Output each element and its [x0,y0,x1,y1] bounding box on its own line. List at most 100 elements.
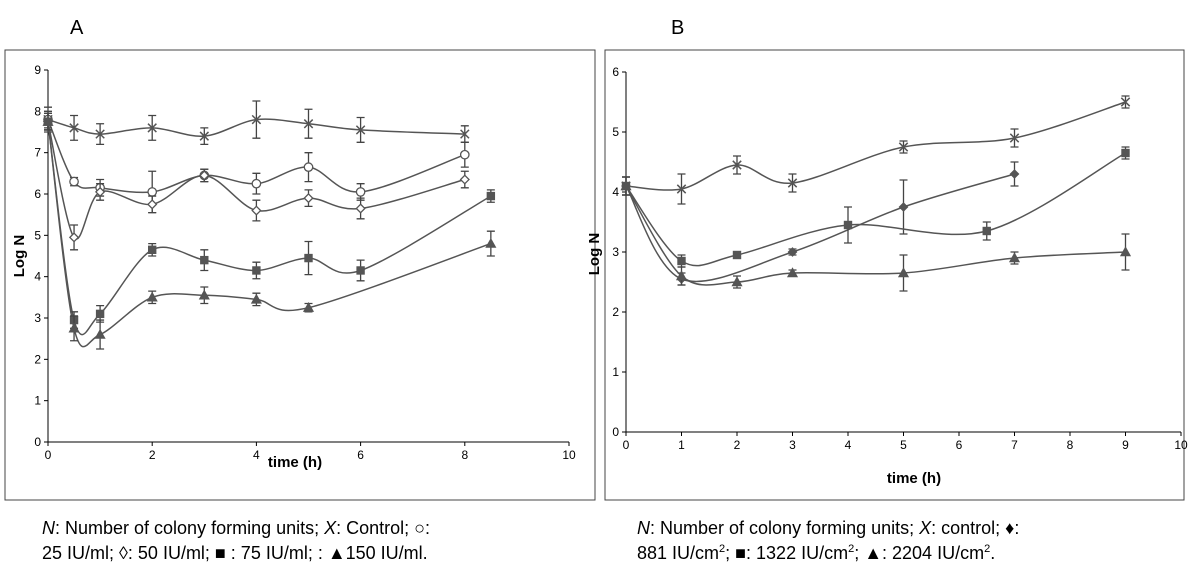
panel-a-y-tick-label: 6 [34,187,41,201]
panel-b-series-line [625,152,1126,267]
panel-a-data-point [459,174,470,185]
caption-b-part-2: ; ■: 1322 IU/cm [725,543,849,563]
panel-b-data-point [1121,148,1130,158]
chart-panel-b: time (h) Log N 0 1 2 3 4 5 6 7 8 9 10 0 1 2 3 4 5 6 [586,49,1188,501]
panel-b-data-point [676,184,687,194]
caption-a-line-2: 25 IU/ml; ◊: 50 IU/ml; ■ : 75 IU/ml; : ▲… [42,543,428,563]
panel-a-x-tick-label: 10 [562,448,576,462]
panel-a-data-point [94,186,106,198]
panel-a-data-point [199,170,210,181]
panel-a-data-point [251,205,262,216]
panel-a-y-tick-label: 1 [34,394,41,408]
panel-a-data-point [459,149,470,160]
panel-a-data-point [198,289,210,300]
panel-a-frame [4,49,596,501]
panel-a-data-point [486,191,496,201]
panel-a-x-axis-title: time (h) [268,454,322,471]
panel-a-series-x [43,100,470,146]
panel-b-y-tick-label: 2 [612,305,619,319]
panel-b-x-tick-label: 4 [845,438,852,452]
panel-b-y-tick-label: 1 [612,365,619,379]
panel-a-x-tick-label: 2 [149,448,156,462]
panel-a-y-tick-label: 3 [34,311,41,325]
panel-b-data-point [787,178,798,188]
panel-a-x-tick-label: 6 [357,448,364,462]
panel-b-data-point [732,160,742,170]
panel-a-y-tick-label: 2 [34,352,41,366]
panel-b-x-tick-label: 9 [1122,438,1129,452]
panel-a-series-line [47,121,492,336]
panel-a-data-point [94,328,106,339]
panel-a-data-point [355,125,366,135]
caption-b-sup-3: 2 [984,543,991,555]
panel-a-y-tick-label: 4 [34,270,41,284]
panel-a-data-point [250,293,262,304]
panel-a-x-tick-label: 4 [253,448,260,462]
panel-a-data-point [147,199,158,210]
panel-b-frame [604,49,1185,501]
panel-b-x-tick-label: 3 [789,438,796,452]
panel-b-x-tick-label: 6 [956,438,963,452]
panel-b-y-tick-label: 4 [612,185,619,199]
panel-a-plot-area: 0 2 4 6 8 10 0 1 2 3 4 5 6 7 8 9 [34,63,576,462]
panel-b-y-tick-label: 5 [612,125,619,139]
panel-b-series-line [625,101,1126,191]
caption-b-sup-2: 2 [848,543,855,555]
panel-a-x-tick-label: 8 [461,448,468,462]
panel-a-data-point [252,266,261,275]
panel-b-series-line [625,173,1015,283]
panel-a-series-square [43,112,496,336]
panel-b-x-tick-label: 10 [1174,438,1188,452]
panel-a-series-line [47,121,492,348]
panel-a-data-point [302,301,315,312]
panel-b-y-tick-label: 3 [612,245,619,259]
caption-b-part-1: 881 IU/cm [637,543,720,563]
panel-b-series-triangle [620,176,1132,292]
panel-a-data-point [355,187,366,197]
panel-b-y-axis-title: Log N [586,233,603,276]
panel-b-data-point [843,220,853,230]
panel-b-data-point [1008,252,1021,263]
panel-a-data-point [251,178,262,189]
caption-a-text-2: : Control; ○: [336,518,431,538]
panel-a-data-point [251,114,262,125]
caption-b-symbol-x: X [919,518,932,538]
panel-b-series-square [621,146,1130,268]
panel-b-data-point [787,247,798,257]
panel-b-x-tick-label: 2 [734,438,741,452]
panel-b-x-axis-title: time (h) [887,470,941,487]
caption-b-sup-1: 2 [719,543,726,555]
panel-a-y-tick-label: 7 [34,146,41,160]
panel-b-x-tick-label: 0 [623,438,630,452]
panel-a-series-triangle [42,112,497,350]
panel-a-letter: A [70,17,84,39]
panel-a-data-point [147,123,157,133]
panel-a-data-point [42,115,54,126]
panel-a-data-point [95,129,105,139]
panel-b-data-point [732,250,742,260]
panel-a-data-point [69,123,79,133]
panel-a-data-point [200,255,209,265]
caption-b-line-2: 881 IU/cm2; ■: 1322 IU/cm2; ▲: 2204 IU/c… [637,541,1019,566]
panel-a-data-point [148,245,157,255]
panel-a-y-tick-label: 8 [34,104,41,118]
panel-a-data-point [356,266,365,275]
panel-a-data-point [303,162,314,172]
panel-b-data-point [731,276,743,287]
caption-a-symbol-x: X [324,518,337,538]
panel-a-data-point [355,203,366,214]
panel-b-letter: B [671,17,684,39]
caption-b-part-4: . [990,543,996,563]
panel-b-x-tick-label: 1 [678,438,685,452]
panel-b-data-point [1119,246,1132,257]
chart-panel-a: time (h) Log N 0 2 4 6 8 10 0 1 2 3 4 5 6 7 8 9 [4,49,596,501]
caption-b-text-1: : Number of colony forming units; [650,518,920,538]
panel-b-series-x [621,95,1131,205]
caption-b-part-3: ; ▲: 2204 IU/cm [854,543,985,563]
panel-a-data-point [68,322,80,333]
panel-a-data-point [146,291,158,302]
panel-a-y-tick-label: 5 [34,228,41,242]
panel-b-x-tick-label: 8 [1067,438,1074,452]
panel-b-data-point [1009,133,1020,143]
